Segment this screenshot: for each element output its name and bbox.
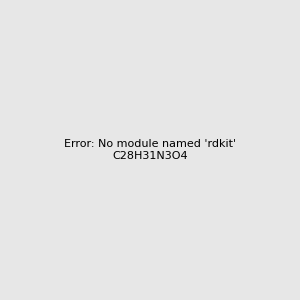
Text: Error: No module named 'rdkit'
C28H31N3O4: Error: No module named 'rdkit' C28H31N3O…	[64, 139, 236, 161]
